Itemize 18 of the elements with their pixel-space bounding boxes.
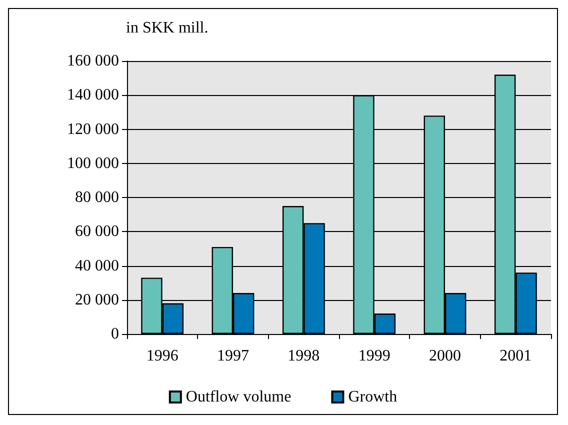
y-tick-label: 40 000 (75, 257, 119, 274)
y-tick-label: 0 (111, 326, 119, 342)
y-axis-title: in SKK mill. (126, 20, 208, 36)
x-tick-label: 2000 (429, 348, 461, 364)
x-tick-label: 2001 (500, 348, 532, 364)
y-tick-label: 20 000 (75, 291, 119, 308)
y-tick-label: 60 000 (75, 223, 119, 240)
x-tick-label: 1996 (146, 348, 178, 364)
y-tick-label: 160 000 (67, 52, 119, 70)
x-tick-label: 1998 (288, 348, 320, 364)
x-tick-label: 1997 (217, 348, 249, 364)
y-tick-label: 100 000 (67, 154, 119, 172)
y-tick-label: 80 000 (75, 189, 119, 206)
x-tick-label: 1999 (358, 348, 390, 364)
y-tick-label: 120 000 (67, 120, 119, 138)
legend-label: Outflow volume (186, 388, 292, 406)
legend-label: Growth (348, 388, 398, 406)
y-tick-label: 140 000 (67, 86, 119, 104)
